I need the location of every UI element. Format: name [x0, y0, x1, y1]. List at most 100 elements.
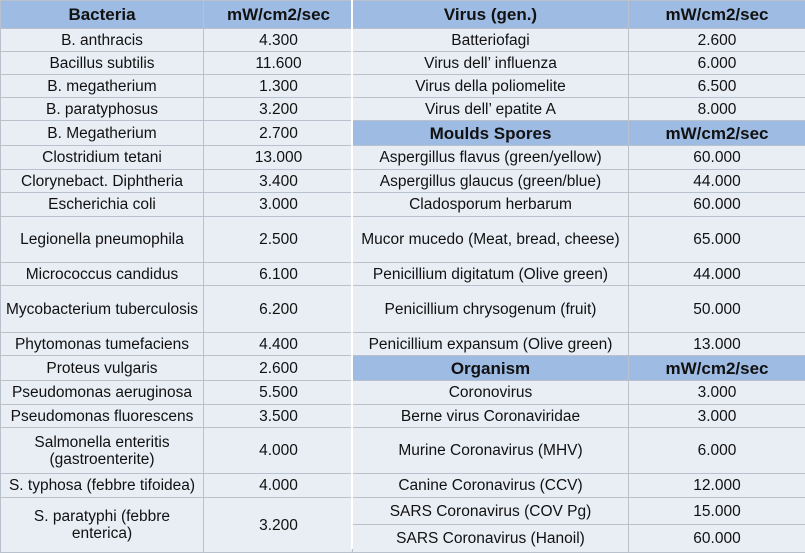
table-row: Penicillium chrysogenum (fruit) 50.000 — [353, 286, 805, 333]
moulds-value: 44.000 — [629, 170, 805, 193]
organism-value: 3.000 — [629, 405, 805, 428]
bacteria-value: 5.500 — [204, 381, 354, 405]
bacteria-name: S. paratyphi (febbre enterica) — [1, 498, 204, 553]
moulds-name: Aspergillus glaucus (green/blue) — [353, 170, 629, 193]
organism-header-unit: mW/cm2/sec — [629, 356, 805, 381]
organism-value: 3.000 — [629, 381, 805, 405]
organism-header-row: Organism mW/cm2/sec — [353, 356, 805, 381]
organism-value: 6.000 — [629, 428, 805, 474]
bacteria-name: Pseudomonas aeruginosa — [1, 381, 204, 405]
bacteria-table: Bacteria mW/cm2/sec B. anthracis 4.300 B… — [0, 0, 354, 553]
bacteria-name: B. megatherium — [1, 75, 204, 98]
bacteria-value: 1.300 — [204, 75, 354, 98]
table-row: Proteus vulgaris 2.600 — [1, 356, 354, 381]
organism-name: SARS Coronavirus (Hanoil) — [353, 525, 629, 553]
table-row: SARS Coronavirus (COV Pg) 15.000 — [353, 498, 805, 525]
bacteria-value: 6.200 — [204, 286, 354, 333]
moulds-value: 60.000 — [629, 193, 805, 217]
moulds-value: 50.000 — [629, 286, 805, 333]
virus-value: 6.500 — [629, 75, 805, 98]
organism-name: SARS Coronavirus (COV Pg) — [353, 498, 629, 525]
bacteria-name: Mycobacterium tuberculosis — [1, 286, 204, 333]
bacteria-name: B. Megatherium — [1, 121, 204, 146]
bacteria-value: 3.200 — [204, 498, 354, 553]
table-row: B. paratyphosus 3.200 — [1, 98, 354, 121]
moulds-name: Penicillium digitatum (Olive green) — [353, 263, 629, 286]
organism-name: Coronovirus — [353, 381, 629, 405]
table-row: S. typhosa (febbre tifoidea) 4.000 — [1, 474, 354, 498]
bacteria-name: S. typhosa (febbre tifoidea) — [1, 474, 204, 498]
organism-name: Berne virus Coronaviridae — [353, 405, 629, 428]
bacteria-name: Clorynebact. Diphtheria — [1, 170, 204, 193]
bacteria-value: 4.300 — [204, 29, 354, 52]
organism-header-name: Organism — [353, 356, 629, 381]
table-row: Virus dell’ epatite A 8.000 — [353, 98, 805, 121]
table-row: Salmonella enteritis (gastroenterite) 4.… — [1, 428, 354, 474]
table-row: Virus della poliomelite 6.500 — [353, 75, 805, 98]
bacteria-value: 3.000 — [204, 193, 354, 217]
table-row: Pseudomonas aeruginosa 5.500 — [1, 381, 354, 405]
bacteria-name: Escherichia coli — [1, 193, 204, 217]
virus-name: Virus dell’ influenza — [353, 52, 629, 75]
moulds-name: Mucor mucedo (Meat, bread, cheese) — [353, 217, 629, 263]
organism-name: Canine Coronavirus (CCV) — [353, 474, 629, 498]
column-divider — [351, 0, 353, 549]
table-row: Cladosporum herbarum 60.000 — [353, 193, 805, 217]
bacteria-name: Salmonella enteritis (gastroenterite) — [1, 428, 204, 474]
bacteria-name: Bacillus subtilis — [1, 52, 204, 75]
organism-value: 12.000 — [629, 474, 805, 498]
moulds-header-row: Moulds Spores mW/cm2/sec — [353, 121, 805, 146]
virus-name: Virus della poliomelite — [353, 75, 629, 98]
bacteria-value: 2.700 — [204, 121, 354, 146]
bacteria-value: 4.000 — [204, 428, 354, 474]
virus-name: Virus dell’ epatite A — [353, 98, 629, 121]
moulds-value: 13.000 — [629, 333, 805, 356]
moulds-name: Aspergillus flavus (green/yellow) — [353, 146, 629, 170]
virus-header-name: Virus (gen.) — [353, 1, 629, 29]
bacteria-header-name: Bacteria — [1, 1, 204, 29]
table-row: Virus dell’ influenza 6.000 — [353, 52, 805, 75]
bacteria-name: Micrococcus candidus — [1, 263, 204, 286]
bacteria-value: 2.500 — [204, 217, 354, 263]
table-row: S. paratyphi (febbre enterica) 3.200 — [1, 498, 354, 553]
organism-name: Murine Coronavirus (MHV) — [353, 428, 629, 474]
organism-value: 60.000 — [629, 525, 805, 553]
moulds-header-name: Moulds Spores — [353, 121, 629, 146]
table-row: Bacillus subtilis 11.600 — [1, 52, 354, 75]
table-row: Canine Coronavirus (CCV) 12.000 — [353, 474, 805, 498]
table-row: B. Megatherium 2.700 — [1, 121, 354, 146]
bacteria-name: Proteus vulgaris — [1, 356, 204, 381]
virus-header-unit: mW/cm2/sec — [629, 1, 805, 29]
table-row: Aspergillus glaucus (green/blue) 44.000 — [353, 170, 805, 193]
table-row: Mycobacterium tuberculosis 6.200 — [1, 286, 354, 333]
moulds-header-unit: mW/cm2/sec — [629, 121, 805, 146]
bacteria-value: 3.200 — [204, 98, 354, 121]
bacteria-header-row: Bacteria mW/cm2/sec — [1, 1, 354, 29]
virus-name: Batteriofagi — [353, 29, 629, 52]
table-row: B. megatherium 1.300 — [1, 75, 354, 98]
moulds-name: Cladosporum herbarum — [353, 193, 629, 217]
bacteria-value: 3.400 — [204, 170, 354, 193]
table-row: Clostridium tetani 13.000 — [1, 146, 354, 170]
bacteria-value: 13.000 — [204, 146, 354, 170]
virus-value: 6.000 — [629, 52, 805, 75]
table-row: Clorynebact. Diphtheria 3.400 — [1, 170, 354, 193]
virus-value: 8.000 — [629, 98, 805, 121]
bacteria-value: 4.000 — [204, 474, 354, 498]
moulds-value: 44.000 — [629, 263, 805, 286]
table-row: Legionella pneumophila 2.500 — [1, 217, 354, 263]
table-row: Escherichia coli 3.000 — [1, 193, 354, 217]
table-row: B. anthracis 4.300 — [1, 29, 354, 52]
bacteria-name: Clostridium tetani — [1, 146, 204, 170]
bacteria-name: B. paratyphosus — [1, 98, 204, 121]
table-row: Murine Coronavirus (MHV) 6.000 — [353, 428, 805, 474]
table-row: Micrococcus candidus 6.100 — [1, 263, 354, 286]
bacteria-value: 4.400 — [204, 333, 354, 356]
table-row: Mucor mucedo (Meat, bread, cheese) 65.00… — [353, 217, 805, 263]
bacteria-value: 6.100 — [204, 263, 354, 286]
moulds-name: Penicillium chrysogenum (fruit) — [353, 286, 629, 333]
table-row: Phytomonas tumefaciens 4.400 — [1, 333, 354, 356]
bacteria-value: 2.600 — [204, 356, 354, 381]
bacteria-name: Pseudomonas fluorescens — [1, 405, 204, 428]
